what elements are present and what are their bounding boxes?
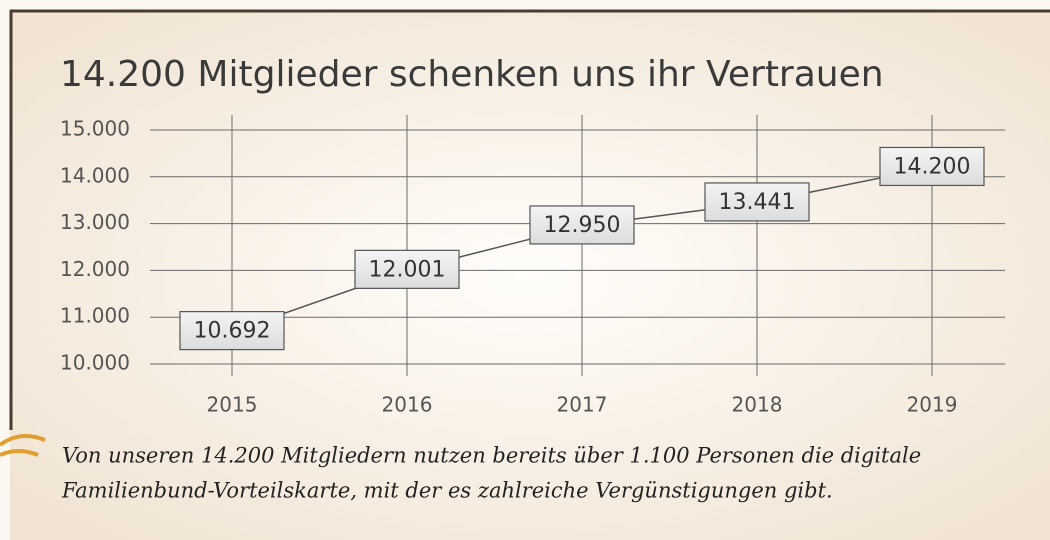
y-tick-label: 14.000 (60, 163, 130, 187)
caption-line: Von unseren 14.200 Mitgliedern nutzen be… (62, 444, 921, 468)
chart-title: 14.200 Mitglieder schenken uns ihr Vertr… (60, 54, 884, 95)
value-label: 10.692 (194, 319, 271, 344)
page: {"chart_data": {"type": "line", "title":… (0, 0, 1050, 540)
x-tick-label: 2017 (557, 393, 608, 417)
y-tick-label: 12.000 (60, 257, 130, 281)
y-tick-label: 10.000 (60, 351, 130, 375)
x-tick-label: 2018 (732, 393, 783, 417)
value-label: 13.441 (719, 190, 796, 215)
value-label: 14.200 (894, 154, 971, 179)
y-tick-label: 15.000 (60, 117, 130, 141)
value-label: 12.950 (544, 213, 621, 238)
chart: 14.200 Mitglieder schenken uns ihr Vertr… (0, 0, 1050, 540)
x-tick-label: 2015 (207, 393, 258, 417)
x-tick-label: 2019 (907, 393, 958, 417)
value-label: 12.001 (369, 257, 446, 282)
y-tick-label: 13.000 (60, 210, 130, 234)
x-tick-label: 2016 (382, 393, 433, 417)
caption-line: Familienbund-Vorteilskarte, mit der es z… (61, 479, 833, 503)
y-tick-label: 11.000 (60, 304, 130, 328)
